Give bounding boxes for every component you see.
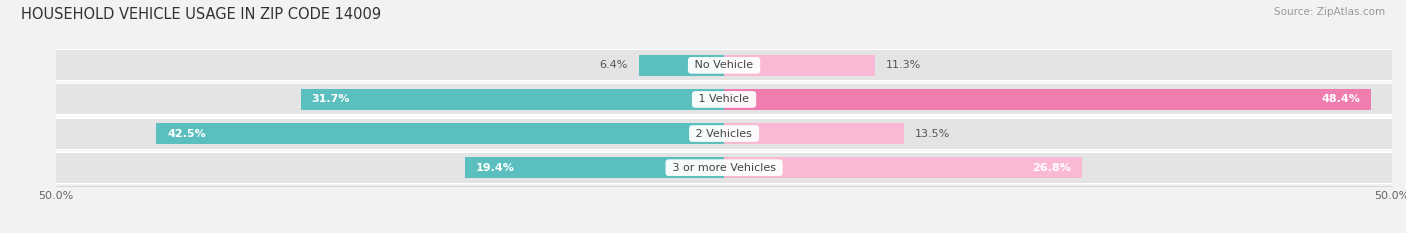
Text: 11.3%: 11.3% (886, 60, 921, 70)
Text: 31.7%: 31.7% (311, 94, 350, 104)
Bar (56, 153, 1392, 183)
Text: 6.4%: 6.4% (599, 60, 628, 70)
Bar (724, 55, 875, 76)
Bar (56, 50, 1392, 80)
Text: No Vehicle: No Vehicle (692, 60, 756, 70)
Text: 13.5%: 13.5% (915, 129, 950, 139)
Bar (724, 123, 904, 144)
Text: 42.5%: 42.5% (167, 129, 205, 139)
Bar (301, 89, 724, 110)
Bar (156, 123, 724, 144)
Text: Source: ZipAtlas.com: Source: ZipAtlas.com (1274, 7, 1385, 17)
Bar (56, 83, 1392, 116)
Text: 1 Vehicle: 1 Vehicle (696, 94, 752, 104)
Text: 48.4%: 48.4% (1322, 94, 1360, 104)
Bar (724, 89, 1371, 110)
Legend: Owner-occupied, Renter-occupied: Owner-occupied, Renter-occupied (609, 231, 839, 233)
Bar (56, 119, 1392, 149)
Bar (56, 84, 1392, 114)
Text: 2 Vehicles: 2 Vehicles (692, 129, 756, 139)
Bar (465, 157, 724, 178)
Text: 19.4%: 19.4% (475, 163, 515, 173)
Bar (724, 157, 1083, 178)
Bar (56, 49, 1392, 82)
Bar (638, 55, 724, 76)
Bar (56, 151, 1392, 184)
Text: HOUSEHOLD VEHICLE USAGE IN ZIP CODE 14009: HOUSEHOLD VEHICLE USAGE IN ZIP CODE 1400… (21, 7, 381, 22)
Text: 26.8%: 26.8% (1032, 163, 1071, 173)
Bar (56, 117, 1392, 150)
Text: 3 or more Vehicles: 3 or more Vehicles (669, 163, 779, 173)
